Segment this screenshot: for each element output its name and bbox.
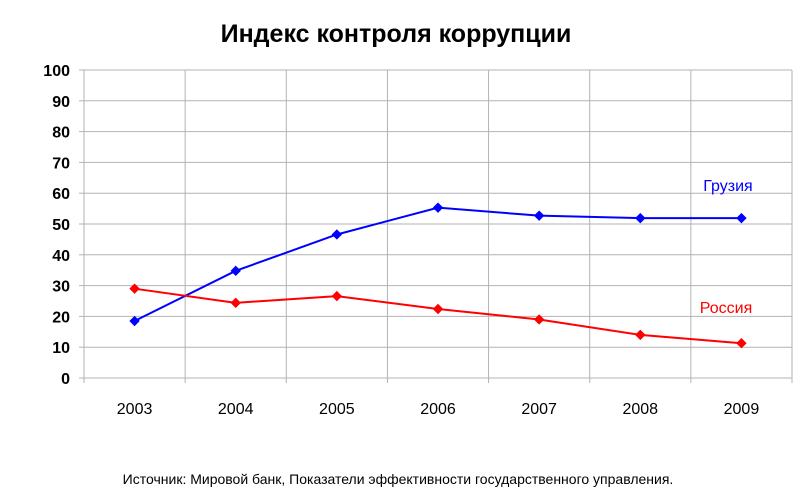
series-label: Грузия [703,178,752,195]
data-point [230,265,241,277]
data-point [736,337,747,349]
series-labels: Грузия Россия [700,178,753,317]
y-tick-label: 100 [43,63,70,80]
x-tick-label: 2008 [622,401,658,418]
y-tick-label: 30 [52,279,70,296]
series-1 [129,202,747,327]
series-layer [129,202,747,349]
x-tick-label: 2004 [218,401,254,418]
y-tick-label: 10 [52,340,70,357]
y-tick-label: 90 [52,94,70,111]
data-point [736,212,747,224]
data-point [331,229,343,240]
x-axis-ticks: 2003 2004 2005 2006 2007 2008 2009 [83,378,793,418]
data-point [230,297,241,309]
series-2 [129,283,747,349]
source-note: Источник: Мировой банк, Показатели эффек… [123,471,674,487]
y-tick-label: 0 [61,371,70,388]
x-tick-label: 2003 [117,401,153,418]
chart-title: Индекс контроля коррупции [221,20,572,48]
x-tick-label: 2006 [420,401,456,418]
data-point [635,329,646,341]
x-tick-label: 2009 [724,401,760,418]
x-tick-label: 2005 [319,401,355,418]
y-axis-ticks: 0 10 20 30 40 50 60 70 80 90 100 [43,63,84,388]
data-point [432,202,444,213]
y-tick-label: 80 [52,125,70,142]
data-point [432,303,444,315]
y-tick-label: 70 [52,155,70,172]
data-point [635,212,646,224]
series-label: Россия [700,300,752,317]
y-tick-label: 60 [52,186,70,203]
grid [84,69,793,378]
x-tick-label: 2007 [521,401,557,418]
data-point [129,315,140,327]
data-point [533,314,545,325]
data-point [129,283,140,294]
y-tick-label: 20 [52,309,70,326]
data-point [331,290,343,302]
data-point [533,210,545,221]
y-tick-label: 50 [52,217,70,234]
y-tick-label: 40 [52,248,70,265]
